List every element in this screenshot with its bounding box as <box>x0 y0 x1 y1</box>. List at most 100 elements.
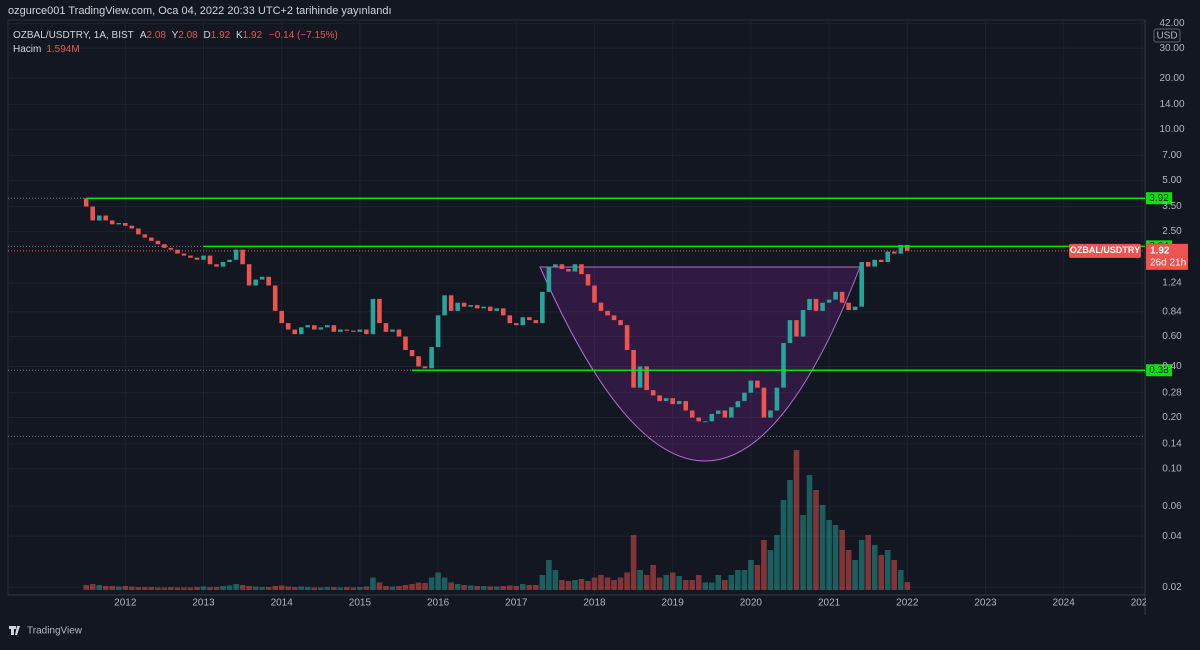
candle-body <box>461 302 467 307</box>
candle-body <box>670 398 675 405</box>
volume-bar <box>617 577 624 590</box>
candle-body <box>129 225 135 229</box>
candle-body <box>123 223 128 226</box>
candle-body <box>663 398 669 402</box>
volume-bar <box>220 586 226 590</box>
cup-pattern <box>539 266 861 462</box>
volume-bar <box>311 587 318 590</box>
volume-bar <box>135 587 142 590</box>
volume-bar <box>318 587 324 590</box>
candle-body <box>272 285 278 311</box>
volume-bar <box>454 584 461 590</box>
legend-low-label: D <box>204 30 211 41</box>
candle-body <box>572 264 578 272</box>
candle-body <box>644 366 649 391</box>
volume-bar <box>155 587 161 590</box>
candle-body <box>155 240 161 245</box>
symbol-tag: OZBAL/USDTRY <box>1070 245 1140 255</box>
volume-bar <box>669 572 676 590</box>
volume-bar <box>898 570 904 590</box>
volume-bar <box>539 575 546 590</box>
candle-body <box>722 410 728 418</box>
chart-pane <box>7 19 1146 596</box>
volume-bar <box>591 577 598 590</box>
candle-body <box>364 329 369 335</box>
candle-body <box>735 401 741 408</box>
candle-body <box>729 407 734 418</box>
candle-body <box>553 264 558 267</box>
volume-bar <box>363 586 370 590</box>
volume-bar <box>383 586 389 590</box>
candle-body <box>188 255 193 258</box>
volume-bar <box>422 583 428 590</box>
volume-bar <box>682 580 689 590</box>
volume-bar <box>181 587 187 590</box>
candle-body <box>416 356 421 367</box>
candle-body <box>448 295 454 311</box>
candle-body <box>207 255 213 265</box>
candle-body <box>507 315 513 324</box>
candle-body <box>285 323 291 330</box>
candle-body <box>813 298 819 311</box>
y-tick-label: 5.00 <box>1162 175 1182 186</box>
volume-bar <box>357 587 363 590</box>
volume-bar <box>519 584 526 590</box>
volume-bar <box>839 530 845 590</box>
volume-bar <box>858 540 865 590</box>
candle-body <box>435 315 441 348</box>
candle-body <box>181 253 187 256</box>
candle-body <box>579 264 584 275</box>
candle-body <box>298 327 304 335</box>
candle-body <box>142 234 148 238</box>
volume-bar <box>546 560 552 590</box>
candle-body <box>331 325 337 332</box>
axes: 42.00 30.00 20.00 14.00 10.00 7.00 5.00 3.50 2.5… <box>114 18 1200 615</box>
volume-bar <box>409 584 415 590</box>
candle-body <box>279 310 284 324</box>
volume-bar <box>741 570 748 590</box>
candle-body <box>761 387 767 418</box>
candle-body <box>227 259 232 262</box>
x-tick-label: 2015 <box>349 598 372 609</box>
volume-bar <box>194 587 200 590</box>
volume-bar <box>265 587 272 590</box>
x-tick-label: 2019 <box>662 598 685 609</box>
volume-bar <box>116 586 122 590</box>
volume-bar <box>611 580 617 590</box>
y-tick-label: 0.14 <box>1162 438 1182 449</box>
volume-bar <box>800 515 806 590</box>
currency: USD <box>1156 31 1177 42</box>
candle-body <box>442 295 447 316</box>
volume-bar <box>461 585 467 590</box>
legend-open: 2.08 <box>147 30 167 41</box>
volume-bar <box>735 570 741 590</box>
y-tick-label: 30.00 <box>1159 43 1184 54</box>
volume-bar <box>689 580 696 590</box>
x-tick-label: 2017 <box>505 598 528 609</box>
volume-bar <box>767 550 774 590</box>
candle-body <box>540 291 545 324</box>
candle-body <box>891 251 897 254</box>
volume-bar <box>441 577 448 590</box>
volume-bar <box>650 565 656 590</box>
volume-bar <box>148 587 155 590</box>
candle-body <box>631 349 636 388</box>
x-tick-label: 2021 <box>818 598 841 609</box>
volume-bar <box>239 585 246 590</box>
candle-body <box>338 329 343 332</box>
candle-body <box>83 198 89 207</box>
candle-body <box>650 390 656 396</box>
x-tick-label: 2025 <box>1131 598 1154 609</box>
volume-bar <box>793 450 800 590</box>
candle-body <box>292 329 298 335</box>
legend-high: 2.08 <box>178 30 198 41</box>
candle-body <box>748 380 754 393</box>
candle-body <box>325 325 330 328</box>
axis-mask <box>1146 596 1200 615</box>
x-tick-label: 2022 <box>896 598 919 609</box>
legend-change: −0.14 (−7.15%) <box>269 30 338 41</box>
volume-bar <box>761 540 767 590</box>
candle-body <box>136 228 141 235</box>
level-tag-box <box>1146 364 1172 377</box>
candle-body <box>175 249 180 254</box>
